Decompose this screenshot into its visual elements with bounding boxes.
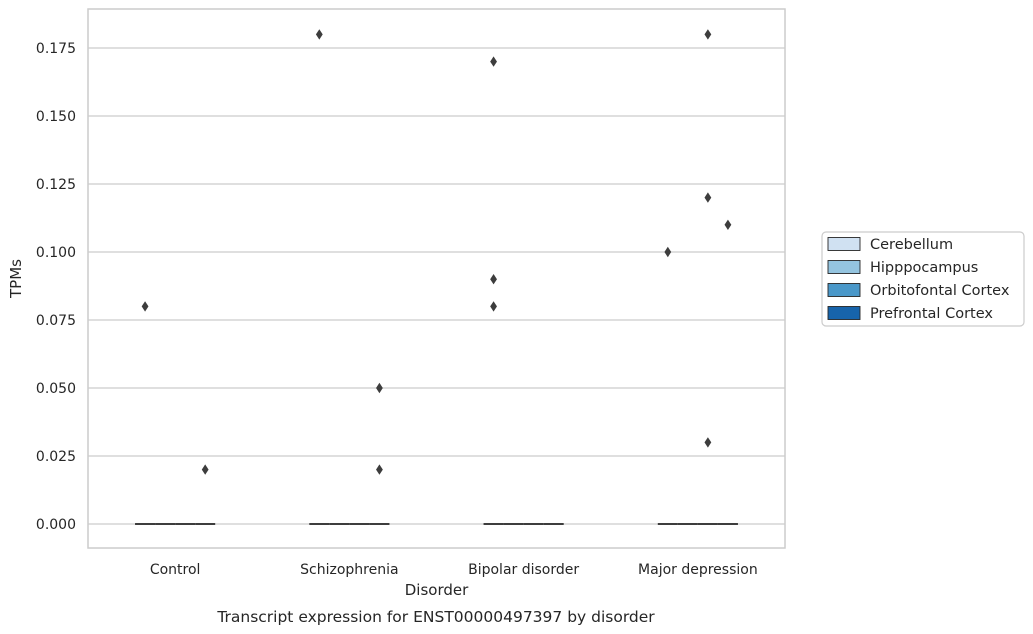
outlier-point [376,464,383,475]
outlier-point [724,219,732,230]
legend-label: Hipppocampus [870,260,978,276]
y-tick-label: 0.175 [36,41,76,57]
outlier-point [315,29,323,40]
x-axis-ticks: Control Schizophrenia Bipolar disorder Majo… [150,562,758,578]
legend-swatch [827,237,861,251]
outlier-point [376,382,383,394]
y-tick-label: 0.050 [36,381,76,397]
y-tick-label: 0.125 [36,177,76,193]
y-axis-label: TPMs [7,259,25,299]
x-tick-label: Schizophrenia [300,562,398,578]
legend-swatch [827,283,861,297]
plot-area [87,8,786,549]
outlier-point [704,29,712,40]
legend-frame [821,231,1025,327]
grid-lines [88,47,785,525]
outlier-point [704,192,712,203]
outlier-point [490,56,497,67]
outlier-point [201,464,209,475]
outlier-point [704,437,712,448]
y-tick-label: 0.150 [36,109,76,125]
outlier-points [141,29,732,475]
chart-caption: Transcript expression for ENST0000049739… [216,608,655,626]
outlier-point [141,301,149,312]
outlier-point [490,301,497,312]
legend: Cerebellum Hipppocampus Orbitofontal Corte… [821,231,1025,327]
legend-swatch [827,260,861,274]
x-axis-label: Disorder [405,581,469,599]
legend-label: Orbitofontal Cortex [870,283,1010,299]
y-tick-label: 0.100 [36,245,76,261]
legend-label: Cerebellum [870,237,953,253]
x-tick-label: Control [150,562,201,578]
legend-label: Prefrontal Cortex [870,306,993,322]
x-tick-label: Major depression [638,562,758,578]
y-axis-ticks: 0.000 0.025 0.050 0.075 0.100 0.125 0.150 0.175 [36,41,76,533]
y-tick-label: 0.025 [36,449,76,465]
y-tick-label: 0.075 [36,313,76,329]
y-tick-label: 0.000 [36,517,76,533]
x-tick-label: Bipolar disorder [468,562,579,578]
outlier-point [664,246,672,258]
legend-swatch [827,306,861,320]
outlier-point [490,274,497,285]
